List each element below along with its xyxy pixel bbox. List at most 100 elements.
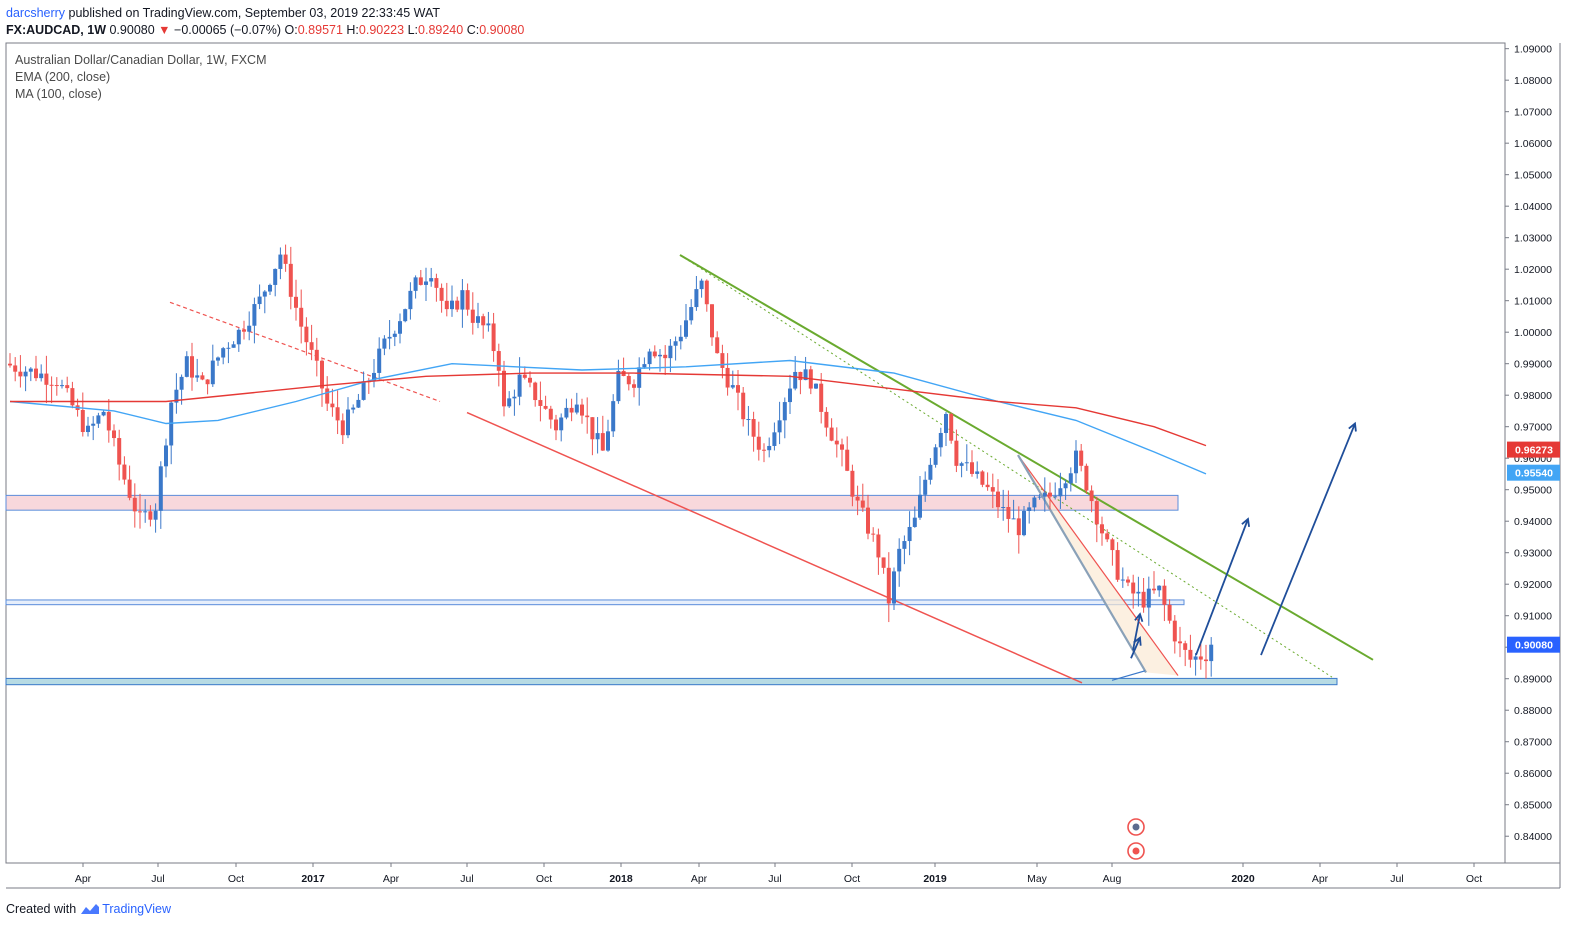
candle-body[interactable] [616, 370, 621, 402]
candle-body[interactable] [658, 354, 662, 357]
candle-body[interactable] [304, 326, 309, 343]
candle-body[interactable] [330, 403, 335, 408]
candle-body[interactable] [1136, 591, 1141, 594]
candle-body[interactable] [1001, 506, 1006, 508]
candle-body[interactable] [486, 323, 491, 326]
author-link[interactable]: darcsherry [6, 6, 66, 20]
candle-body[interactable] [751, 419, 756, 437]
candle-body[interactable] [840, 444, 844, 450]
candle-body[interactable] [886, 567, 891, 604]
candle-body[interactable] [190, 356, 194, 378]
gray-wedge-line[interactable] [1017, 454, 1147, 673]
candle-body[interactable] [1100, 524, 1104, 534]
candle-body[interactable] [938, 432, 943, 448]
candle-body[interactable] [782, 402, 787, 421]
candle-body[interactable] [418, 277, 423, 285]
candle-body[interactable] [990, 487, 995, 492]
candle-body[interactable] [668, 345, 673, 359]
candle-body[interactable] [855, 496, 860, 501]
candle-body[interactable] [382, 338, 387, 349]
candle-body[interactable] [122, 464, 127, 480]
candle-body[interactable] [127, 479, 132, 498]
candle-body[interactable] [860, 500, 865, 508]
candle-body[interactable] [23, 371, 28, 377]
candle-body[interactable] [470, 309, 475, 323]
candle-body[interactable] [444, 300, 449, 310]
candle-body[interactable] [1094, 501, 1099, 525]
candle-body[interactable] [13, 365, 18, 372]
candle-body[interactable] [777, 420, 782, 433]
candle-body[interactable] [465, 290, 470, 310]
candle-body[interactable] [1204, 659, 1208, 662]
candle-body[interactable] [652, 351, 657, 357]
candle-body[interactable] [1167, 604, 1172, 621]
candle-body[interactable] [928, 464, 933, 480]
candle-body[interactable] [54, 385, 59, 387]
candle-body[interactable] [1048, 492, 1052, 497]
candle-body[interactable] [918, 494, 922, 518]
candle-body[interactable] [429, 278, 434, 282]
candle-body[interactable] [933, 447, 938, 465]
candle-body[interactable] [164, 445, 168, 467]
candle-body[interactable] [1146, 588, 1151, 608]
candle-body[interactable] [450, 300, 454, 310]
candle-body[interactable] [944, 413, 948, 433]
candle-body[interactable] [65, 385, 70, 389]
candle-body[interactable] [756, 436, 761, 450]
candle-body[interactable] [871, 533, 876, 535]
candle-body[interactable] [517, 374, 522, 397]
candle-body[interactable] [70, 388, 75, 406]
candle-body[interactable] [460, 290, 465, 310]
candle-body[interactable] [923, 479, 928, 495]
candle-body[interactable] [637, 367, 642, 388]
candle-body[interactable] [1074, 450, 1078, 474]
forecast-arrow-2[interactable] [1260, 423, 1356, 656]
legend-ma[interactable]: MA (100, close) [15, 87, 102, 101]
candle-body[interactable] [174, 389, 179, 403]
candle-body[interactable] [96, 415, 101, 424]
candle-body[interactable] [642, 364, 647, 368]
candle-body[interactable] [252, 304, 257, 326]
candle-body[interactable] [1058, 488, 1063, 497]
candle-body[interactable] [283, 254, 288, 264]
candle-body[interactable] [678, 336, 683, 342]
candle-body[interactable] [819, 383, 824, 412]
candle-body[interactable] [1053, 496, 1058, 498]
candle-body[interactable] [824, 411, 829, 428]
candle-body[interactable] [1084, 465, 1089, 491]
candle-body[interactable] [538, 400, 543, 406]
candle-body[interactable] [902, 541, 907, 549]
candle-body[interactable] [169, 402, 174, 446]
candle-body[interactable] [985, 484, 990, 488]
candle-body[interactable] [1152, 588, 1156, 591]
candle-body[interactable] [34, 368, 38, 379]
candle-body[interactable] [1032, 497, 1037, 508]
legend-title[interactable]: Australian Dollar/Canadian Dollar, 1W, F… [15, 53, 267, 67]
candle-body[interactable] [132, 497, 137, 512]
candle-body[interactable] [762, 449, 766, 451]
candle-body[interactable] [372, 372, 376, 382]
candle-body[interactable] [1198, 656, 1203, 660]
candle-body[interactable] [377, 348, 382, 373]
candle-body[interactable] [512, 396, 517, 399]
candle-body[interactable] [897, 548, 902, 572]
candle-body[interactable] [803, 369, 808, 381]
candle-body[interactable] [564, 407, 569, 418]
candle-body[interactable] [949, 413, 954, 441]
candle-body[interactable] [44, 373, 49, 385]
candle-body[interactable] [439, 287, 444, 301]
candle-body[interactable] [278, 254, 283, 269]
candle-body[interactable] [226, 347, 231, 349]
candle-body[interactable] [845, 449, 850, 471]
candle-body[interactable] [158, 466, 163, 511]
candle-body[interactable] [1110, 539, 1115, 551]
candle-body[interactable] [741, 392, 746, 420]
candle-body[interactable] [548, 408, 553, 420]
candle-body[interactable] [866, 507, 870, 534]
candle-body[interactable] [788, 388, 792, 403]
candle-body[interactable] [798, 371, 803, 381]
green-trendline[interactable] [679, 254, 1374, 661]
candle-body[interactable] [242, 329, 246, 332]
candle-body[interactable] [398, 321, 402, 334]
candle-body[interactable] [80, 409, 85, 433]
